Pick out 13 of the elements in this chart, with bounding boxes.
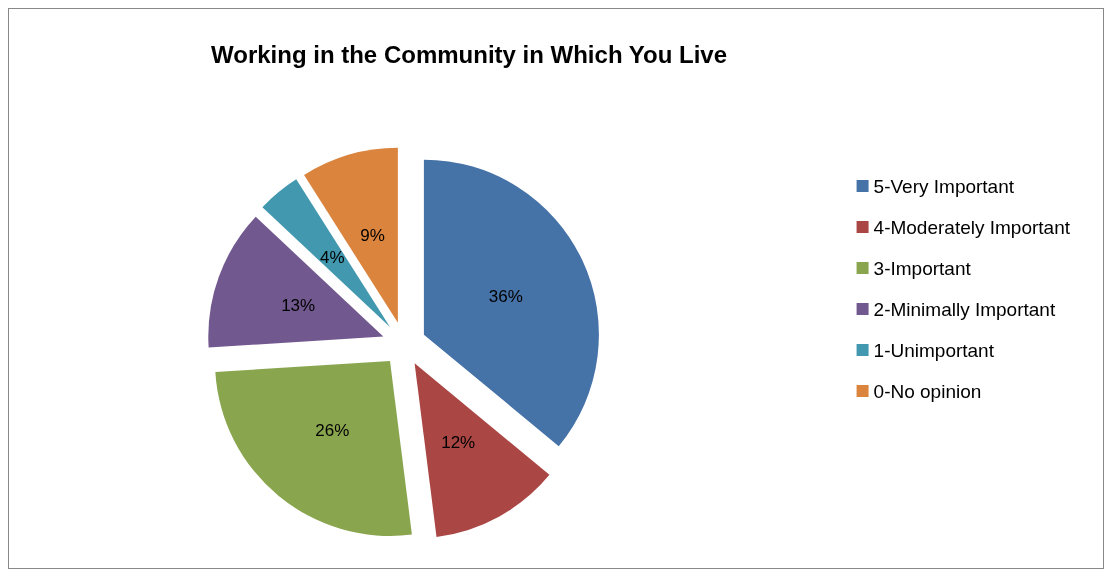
legend-label: 0-No opinion bbox=[873, 380, 982, 402]
chart-title: Working in the Community in Which You Live bbox=[210, 40, 728, 68]
data-label: 12% bbox=[441, 433, 476, 453]
legend-label: 1-Unimportant bbox=[873, 339, 995, 361]
data-label: 36% bbox=[488, 286, 523, 306]
data-label: 13% bbox=[281, 296, 316, 316]
data-label: 26% bbox=[315, 421, 350, 441]
legend-label: 3-Important bbox=[873, 257, 972, 279]
data-label: 9% bbox=[360, 226, 385, 246]
data-label: 4% bbox=[320, 247, 345, 267]
legend-label: 2-Minimally Important bbox=[873, 298, 1056, 320]
legend-label: 5-Very Important bbox=[873, 175, 1015, 197]
legend-label: 4-Moderately Important bbox=[873, 216, 1071, 238]
